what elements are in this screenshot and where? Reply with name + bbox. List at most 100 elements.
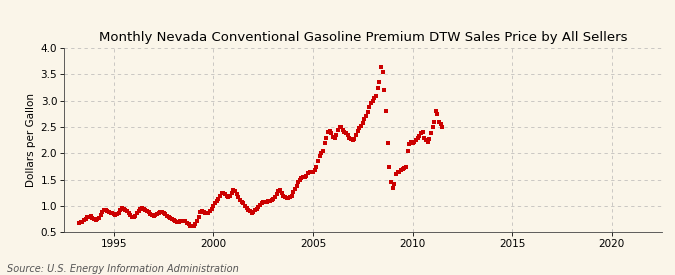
Point (215, 193, 225, 198)
Point (382, 141, 393, 145)
Point (299, 175, 310, 179)
Point (329, 135, 340, 140)
Point (228, 188, 239, 192)
Point (323, 130, 333, 134)
Point (137, 206, 148, 210)
Point (302, 171, 313, 176)
Point (429, 120, 439, 124)
Point (338, 128, 348, 132)
Point (358, 121, 369, 125)
Point (134, 209, 144, 213)
Point (404, 142, 414, 146)
Point (74, 221, 84, 226)
Point (276, 191, 287, 195)
Point (394, 170, 404, 174)
Point (281, 196, 292, 200)
Point (321, 135, 332, 140)
Point (346, 136, 356, 141)
Point (183, 222, 194, 227)
Point (109, 212, 119, 217)
Point (207, 207, 217, 211)
Point (342, 133, 353, 137)
Point (290, 187, 300, 191)
Point (185, 223, 196, 228)
Point (140, 208, 151, 212)
Point (157, 210, 167, 214)
Point (208, 203, 219, 208)
Point (80, 216, 91, 221)
Point (309, 168, 320, 172)
Point (178, 219, 189, 223)
Point (352, 129, 363, 133)
Point (266, 197, 277, 202)
Point (351, 133, 362, 137)
Point (135, 207, 146, 211)
Point (99, 208, 109, 213)
Point (344, 135, 355, 140)
Point (359, 117, 370, 121)
Point (100, 208, 111, 213)
Text: Source: U.S. Energy Information Administration: Source: U.S. Energy Information Administ… (7, 264, 238, 274)
Point (376, 64, 387, 69)
Point (84, 214, 95, 219)
Point (119, 207, 130, 211)
Point (90, 218, 101, 222)
Point (369, 96, 380, 100)
Point (232, 192, 242, 197)
Point (205, 209, 215, 213)
Point (367, 98, 378, 103)
Point (92, 216, 103, 221)
Point (165, 215, 176, 220)
Point (198, 210, 209, 214)
Point (424, 136, 435, 141)
Y-axis label: Dollars per Gallon: Dollars per Gallon (26, 93, 36, 187)
Point (291, 184, 302, 188)
Point (180, 219, 190, 224)
Point (171, 220, 182, 224)
Point (102, 209, 113, 213)
Point (324, 129, 335, 133)
Point (256, 201, 267, 206)
Point (250, 208, 261, 213)
Point (132, 211, 142, 216)
Point (417, 130, 428, 134)
Point (273, 189, 284, 194)
Point (219, 192, 230, 197)
Point (97, 210, 108, 214)
Point (146, 213, 157, 217)
Point (432, 112, 443, 116)
Point (244, 209, 255, 213)
Point (128, 214, 139, 219)
Point (283, 196, 294, 200)
Point (366, 101, 377, 106)
Point (349, 136, 360, 141)
Point (243, 208, 254, 212)
Point (364, 105, 375, 109)
Point (254, 203, 265, 207)
Point (435, 122, 446, 127)
Point (416, 131, 427, 136)
Point (155, 210, 165, 214)
Point (258, 200, 269, 205)
Point (427, 125, 438, 129)
Point (391, 172, 402, 177)
Point (392, 170, 403, 174)
Point (158, 211, 169, 216)
Point (433, 120, 444, 124)
Point (354, 126, 364, 130)
Point (406, 140, 416, 144)
Point (314, 154, 325, 158)
Point (381, 109, 392, 114)
Point (117, 206, 128, 210)
Point (398, 167, 408, 171)
Point (269, 194, 280, 199)
Point (414, 133, 425, 138)
Point (371, 93, 381, 98)
Point (112, 212, 123, 216)
Point (125, 213, 136, 217)
Point (77, 220, 88, 224)
Point (389, 182, 400, 186)
Point (288, 190, 298, 195)
Point (85, 214, 96, 218)
Point (384, 164, 395, 169)
